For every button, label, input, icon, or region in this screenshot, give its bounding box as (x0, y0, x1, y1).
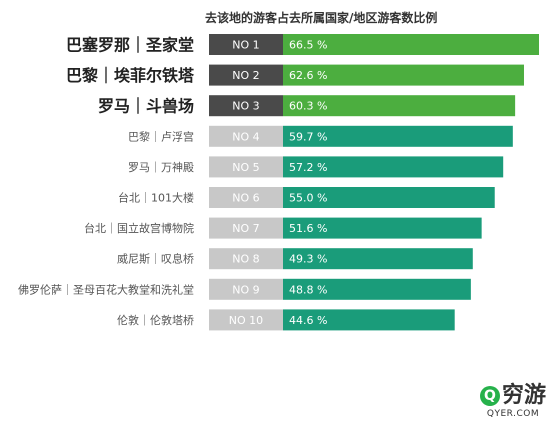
category-label: 巴黎｜卢浮宫 (128, 129, 194, 143)
category-label: 罗马｜斗兽场 (98, 97, 194, 116)
value-bar (283, 156, 504, 178)
value-bar (283, 309, 455, 331)
rank-box (209, 248, 283, 270)
rank-label: NO 10 (229, 314, 263, 327)
rank-box (209, 125, 283, 147)
category-label: 佛罗伦萨｜圣母百花大教堂和洗礼堂 (18, 282, 194, 296)
category-label: 巴黎｜埃菲尔铁塔 (66, 66, 195, 85)
value-label: 62.6 % (289, 69, 327, 82)
chart-title: 去该地的游客占去所属国家/地区游客数比例 (205, 11, 438, 25)
qyer-logo: Q 穷游 QYER.COM (479, 383, 546, 419)
rank-label: NO 2 (232, 69, 259, 82)
rank-box (209, 187, 283, 208)
category-label: 罗马｜万神殿 (128, 160, 194, 174)
rank-box (209, 217, 283, 239)
logo-wordmark: Q 穷游 (479, 383, 546, 408)
rank-label: NO 1 (232, 39, 259, 52)
value-label: 59.7 % (289, 130, 327, 143)
logo-domain: QYER.COM (486, 409, 540, 419)
rank-box (209, 64, 283, 86)
category-label: 台北｜国立故宫博物院 (84, 221, 194, 235)
rank-label: NO 9 (232, 283, 259, 296)
category-label: 台北｜101大楼 (118, 191, 194, 205)
value-bar (283, 217, 482, 239)
value-label: 66.5 % (289, 39, 327, 52)
value-label: 44.6 % (289, 314, 327, 327)
rank-box (209, 156, 283, 178)
rank-label: NO 4 (232, 130, 259, 143)
category-label: 伦敦｜伦敦塔桥 (117, 313, 194, 327)
rank-label: NO 7 (232, 222, 259, 235)
value-bar (283, 34, 539, 55)
rank-label: NO 8 (232, 253, 259, 266)
value-label: 57.2 % (289, 161, 327, 174)
value-label: 51.6 % (289, 222, 327, 235)
rank-box (209, 278, 283, 300)
rank-box (209, 309, 283, 331)
value-bar (283, 95, 516, 117)
value-label: 60.3 % (289, 100, 327, 113)
rank-label: NO 5 (232, 161, 259, 174)
value-bar (283, 187, 495, 208)
value-bar (283, 64, 524, 86)
category-label: 威尼斯｜叹息桥 (117, 252, 194, 266)
value-bar (283, 125, 513, 147)
value-bar (283, 248, 473, 270)
value-label: 49.3 % (289, 253, 327, 266)
value-label: 48.8 % (289, 283, 327, 296)
rank-label: NO 6 (232, 192, 259, 205)
category-label: 巴塞罗那｜圣家堂 (66, 36, 194, 55)
logo-q-icon: Q (479, 386, 500, 406)
value-label: 55.0 % (289, 192, 327, 205)
value-bar (283, 278, 471, 300)
rank-box (209, 95, 283, 117)
rank-label: NO 3 (232, 100, 259, 113)
logo-name: 穷游 (501, 383, 546, 408)
rank-box (209, 34, 283, 55)
